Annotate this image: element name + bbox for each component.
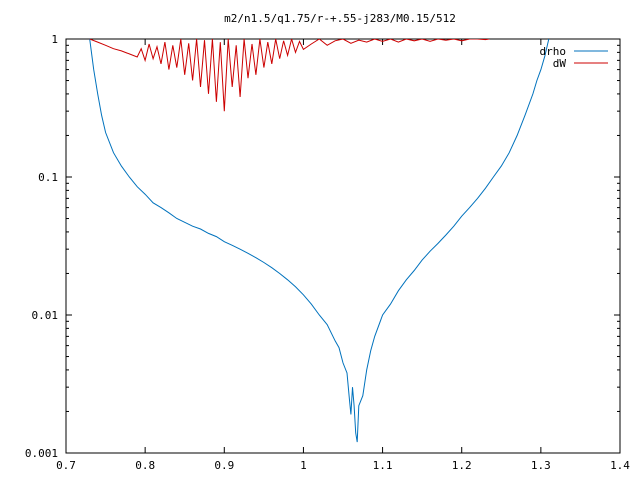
x-tick-label: 1.3: [531, 459, 551, 472]
x-tick-label: 0.9: [214, 459, 234, 472]
series-line-dW: [89, 39, 490, 112]
legend-label-drho: drho: [540, 45, 567, 58]
chart-series: [89, 39, 550, 443]
x-tick-label: 1.1: [373, 459, 393, 472]
x-tick-label: 1.4: [610, 459, 630, 472]
x-tick-label: 0.8: [135, 459, 155, 472]
x-tick-label: 1.2: [452, 459, 472, 472]
y-tick-label: 0.1: [38, 171, 58, 184]
y-tick-label: 0.01: [32, 309, 59, 322]
chart-ticks: 0.7 0.8 0.9 1 1.1 1.2 1.3 1.4 1 0.1 0.01 0.001: [25, 33, 630, 472]
y-tick-label: 0.001: [25, 447, 58, 460]
x-tick-label: 1: [300, 459, 307, 472]
chart-title: m2/n1.5/q1.75/r-+.55-j283/M0.15/512: [224, 12, 456, 25]
chart-axes: [65, 38, 621, 454]
plot-frame: [65, 38, 621, 454]
series-line-drho: [89, 39, 550, 443]
y-tick-label: 1: [51, 33, 58, 46]
legend-label-dW: dW: [553, 57, 567, 70]
x-tick-label: 0.7: [56, 459, 76, 472]
